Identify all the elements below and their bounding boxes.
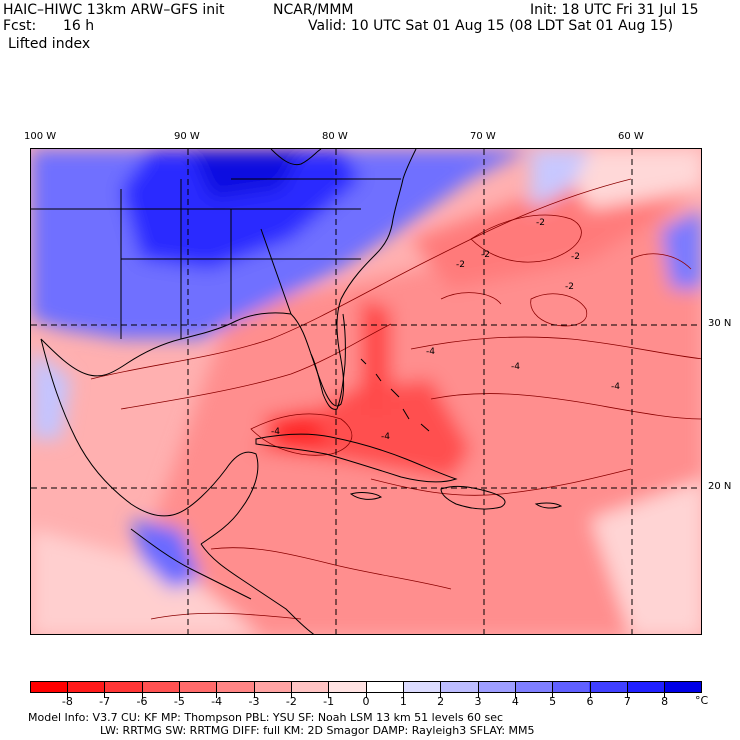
colorbar-tick	[365, 681, 367, 698]
colorbar-segment	[105, 682, 143, 692]
lifted-index-map: -2 -2 -2 -2 -2 -4 -4 -4 -4 -4	[30, 148, 702, 635]
colorbar-tick	[253, 681, 255, 698]
colorbar-segment	[291, 682, 329, 692]
colorbar-tick	[328, 681, 330, 698]
colorbar-tick	[589, 681, 591, 698]
colorbar-tick	[552, 681, 554, 698]
lon-label-90w: 90 W	[174, 131, 200, 142]
colorbar-segment	[440, 682, 478, 692]
colorbar-label: 7	[623, 695, 631, 708]
colorbar-segment	[68, 682, 106, 692]
lat-lon-grid	[31, 149, 701, 634]
colorbar-segment	[254, 682, 292, 692]
map-canvas: -2 -2 -2 -2 -2 -4 -4 -4 -4 -4	[31, 149, 701, 634]
colorbar-tick	[104, 681, 106, 698]
colorbar-segment	[626, 682, 664, 692]
colorbar-label: 5	[549, 695, 557, 708]
colorbar-label: 4	[511, 695, 519, 708]
init-time: Init: 18 UTC Fri 31 Jul 15	[530, 2, 699, 18]
contour-label: -2	[565, 282, 574, 292]
colorbar-tick	[178, 681, 180, 698]
colorbar-tick	[440, 681, 442, 698]
colorbar-segment	[514, 682, 553, 692]
colorbar-segment	[142, 682, 180, 692]
colorbar-segment	[589, 682, 627, 692]
contour-label: -4	[611, 382, 620, 392]
colorbar-tick	[216, 681, 218, 698]
colorbar-label: -8	[61, 695, 73, 708]
model-info-line1: Model Info: V3.7 CU: KF MP: Thompson PBL…	[28, 711, 504, 724]
lon-label-100w: 100 W	[24, 131, 57, 142]
forecast-hour: 16 h	[63, 18, 95, 34]
colorbar-label: 0	[362, 695, 370, 708]
colorbar-tick	[664, 681, 666, 698]
colorbar-label: 8	[661, 695, 669, 708]
lat-label-20n: 20 N	[708, 481, 732, 492]
contour-label: -4	[381, 432, 390, 442]
colorbar-label: -7	[99, 695, 111, 708]
colorbar-segment	[403, 682, 441, 692]
colorbar-unit: °C	[695, 694, 709, 707]
colorbar-tick	[514, 681, 516, 698]
colorbar-label: 6	[586, 695, 594, 708]
colorbar-tick	[141, 681, 143, 698]
colorbar-label: -4	[211, 695, 223, 708]
forecast-label: Fcst:	[3, 18, 37, 34]
contour-label: -2	[536, 218, 545, 228]
colorbar-label: -5	[173, 695, 185, 708]
lon-label-60w: 60 W	[618, 131, 644, 142]
coastlines	[31, 149, 563, 634]
colorbar-label: -3	[248, 695, 260, 708]
colorbar-tick	[626, 681, 628, 698]
colorbar-segment	[179, 682, 218, 692]
contour-label: -2	[456, 260, 465, 270]
colorbar-segment	[328, 682, 366, 692]
contour-label: -4	[511, 362, 520, 372]
colorbar-segment	[365, 682, 404, 692]
colorbar-label: 3	[474, 695, 482, 708]
valid-time: Valid: 10 UTC Sat 01 Aug 15 (08 LDT Sat …	[308, 18, 674, 34]
colorbar-label: 1	[399, 695, 407, 708]
colorbar-tick	[66, 681, 68, 698]
colorbar-tick	[290, 681, 292, 698]
lat-label-30n: 30 N	[708, 318, 732, 329]
colorbar-tick	[402, 681, 404, 698]
lon-label-80w: 80 W	[322, 131, 348, 142]
contour-label: -4	[271, 427, 280, 437]
colorbar-segment	[477, 682, 515, 692]
lon-label-70w: 70 W	[470, 131, 496, 142]
colorbar-label: -1	[323, 695, 335, 708]
model-info-line2: LW: RRTMG SW: RRTMG DIFF: full KM: 2D Sm…	[100, 724, 535, 737]
colorbar-label: 2	[437, 695, 445, 708]
colorbar-tick	[477, 681, 479, 698]
model-title: HAIC–HIWC 13km ARW–GFS init	[3, 2, 225, 18]
li-contours	[90, 178, 701, 620]
field-name: Lifted index	[8, 36, 91, 52]
colorbar-label: -2	[285, 695, 297, 708]
colorbar-segment	[31, 682, 69, 692]
contour-label: -2	[481, 250, 490, 260]
colorbar-segment	[552, 682, 590, 692]
colorbar-label: -6	[136, 695, 148, 708]
colorbar-segment	[663, 682, 701, 692]
colorbar-segment	[217, 682, 255, 692]
contour-label: -2	[571, 252, 580, 262]
contour-label: -4	[426, 347, 435, 357]
organization-label: NCAR/MMM	[273, 2, 354, 18]
